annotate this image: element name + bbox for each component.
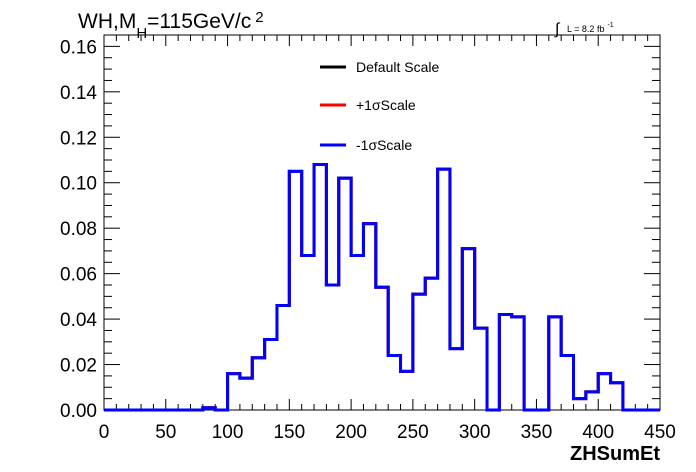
x-tick-label: 450: [644, 422, 676, 443]
x-tick-label: 100: [212, 422, 244, 443]
title-subscript: H: [136, 25, 147, 42]
title-after: =115GeV/c: [147, 10, 251, 33]
x-axis-label: ZHSumEt: [570, 443, 660, 465]
y-tick-label: 0.16: [60, 37, 97, 58]
y-tick-label: 0.00: [60, 401, 97, 422]
x-tick-label: 350: [521, 422, 553, 443]
legend-label-1: +1σScale: [356, 97, 416, 113]
y-tick-labels: 0.00 0.02 0.04 0.06 0.08 0.10 0.12 0.14 0.16: [60, 37, 97, 422]
x-tick-labels: 0 50 100 150 200 250 300 350 400 450: [99, 422, 676, 443]
y-tick-label: 0.10: [60, 174, 97, 195]
chart-title: WH,MH=115GeV/c 2: [78, 9, 264, 42]
y-tick-label: 0.08: [60, 219, 97, 240]
series-2-line: [104, 163, 660, 412]
x-tick-label: 50: [155, 422, 176, 443]
y-tick-label: 0.04: [60, 310, 97, 331]
legend-label-0: Default Scale: [356, 59, 439, 75]
x-tick-label: 400: [582, 422, 614, 443]
x-tick-label: 200: [335, 422, 367, 443]
x-tick-label: 250: [397, 422, 429, 443]
x-tick-label: 0: [99, 422, 110, 443]
lumi-label: L = 8.2 fb -1: [567, 22, 614, 34]
title-superscript: 2: [255, 9, 263, 26]
legend-label-2: -1σScale: [356, 137, 412, 153]
x-tick-label: 300: [459, 422, 491, 443]
y-tick-label: 0.02: [60, 356, 97, 377]
x-tick-label: 150: [273, 422, 305, 443]
lumi-integral-sign: ∫: [554, 21, 561, 38]
plot-frame: [103, 34, 661, 411]
y-tick-label: 0.12: [60, 128, 97, 149]
title-main: WH,M: [78, 10, 136, 33]
lumi-superscript: -1: [607, 22, 613, 29]
y-tick-label: 0.14: [60, 83, 97, 104]
y-tick-label: 0.06: [60, 265, 97, 286]
lumi-text: L = 8.2 fb: [567, 24, 604, 34]
legend: Default Scale +1σScale -1σScale: [320, 59, 439, 153]
series-group: [104, 163, 660, 412]
